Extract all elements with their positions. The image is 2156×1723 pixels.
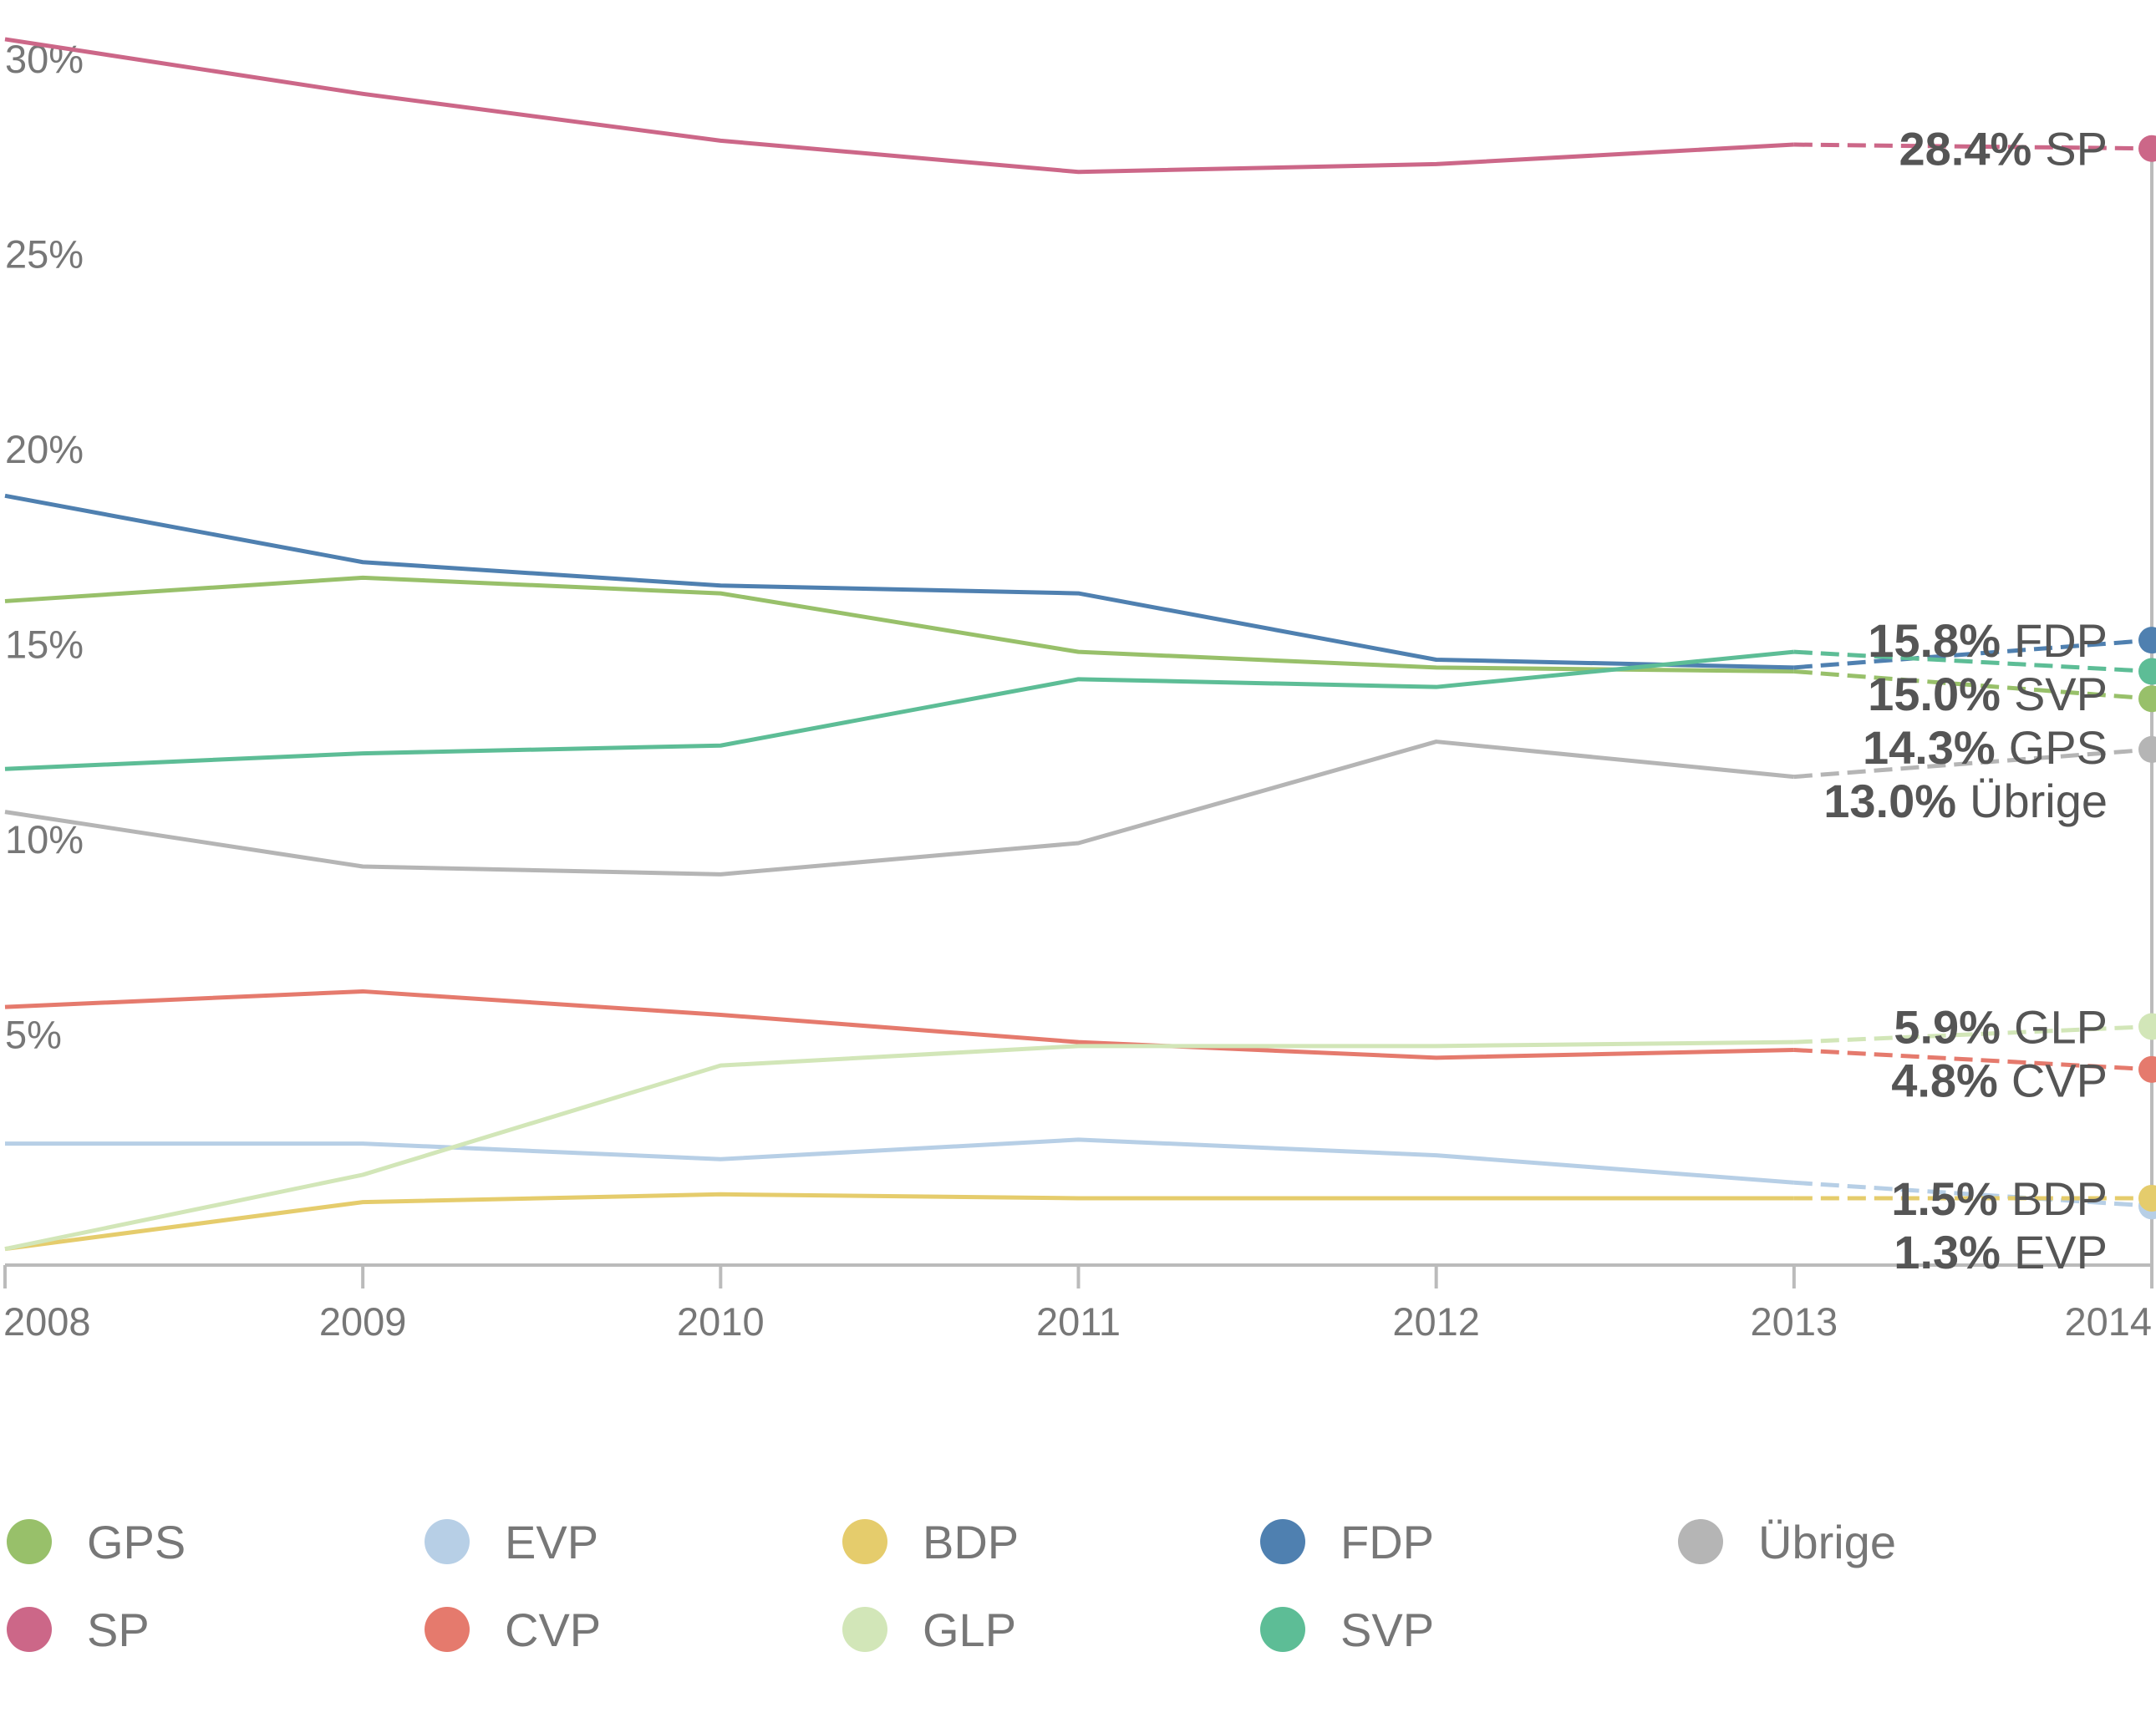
end-label-name: Übrige bbox=[1970, 775, 2108, 827]
y-tick-label: 5% bbox=[5, 1013, 62, 1057]
series-line-projection-sp bbox=[1793, 142, 2153, 151]
end-label-cvp: 4.8% CVP bbox=[1891, 1054, 2108, 1106]
series-line-projection-evp bbox=[1793, 1180, 2153, 1208]
series-line-cvp bbox=[4, 989, 1794, 1060]
legend-label: CVP bbox=[505, 1603, 602, 1656]
series-line-sp bbox=[4, 37, 1794, 175]
legend-label: SP bbox=[87, 1603, 150, 1656]
end-label-glp: 5.9% GLP bbox=[1894, 1000, 2108, 1053]
legend-dot-icon bbox=[7, 1519, 52, 1564]
end-label-name: GPS bbox=[2009, 721, 2108, 774]
end-label-value: 28.4% bbox=[1899, 123, 2032, 175]
end-point-sp bbox=[2138, 135, 2156, 162]
end-label-name: GLP bbox=[2014, 1000, 2108, 1053]
legend-item-cvp[interactable]: CVP bbox=[425, 1596, 601, 1663]
legend-label: EVP bbox=[505, 1515, 599, 1568]
end-label-ubrige: 13.0% Übrige bbox=[1823, 775, 2108, 827]
legend-label: GPS bbox=[87, 1515, 186, 1568]
end-label-value: 15.0% bbox=[1868, 668, 2001, 720]
end-label-name: SP bbox=[2045, 123, 2108, 175]
end-label-value: 15.8% bbox=[1868, 614, 2001, 667]
end-label-value: 5.9% bbox=[1894, 1000, 2001, 1053]
legend-dot-icon bbox=[1260, 1519, 1305, 1564]
end-label-name: FDP bbox=[2014, 614, 2108, 667]
legend-dot-icon bbox=[7, 1607, 52, 1652]
series-line-projection-gps bbox=[1793, 669, 2153, 701]
series-line-projection-svp bbox=[1793, 649, 2153, 673]
legend-item-glp[interactable]: GLP bbox=[842, 1596, 1016, 1663]
series-line-ubrige bbox=[4, 740, 1795, 877]
y-tick-label: 10% bbox=[5, 817, 84, 862]
legend-item-gps[interactable]: GPS bbox=[7, 1508, 186, 1575]
end-label-name: BDP bbox=[2011, 1172, 2108, 1225]
x-tick-label: 2013 bbox=[1751, 1299, 1838, 1344]
legend-dot-icon bbox=[425, 1607, 470, 1652]
end-point-svp bbox=[2138, 658, 2156, 685]
end-label-value: 1.5% bbox=[1891, 1172, 1998, 1225]
legend-item-fdp[interactable]: FDP bbox=[1260, 1508, 1434, 1575]
x-tick-label: 2012 bbox=[1392, 1299, 1480, 1344]
x-tick-label: 2008 bbox=[3, 1299, 91, 1344]
end-point-fdp bbox=[2138, 627, 2156, 654]
end-point-glp bbox=[2138, 1013, 2156, 1040]
series-line-projection-ubrige bbox=[1793, 747, 2153, 780]
x-axis-ticks: 2008 2009 2010 2011 2012 2013 2014 bbox=[3, 1265, 2153, 1344]
end-label-name: CVP bbox=[2011, 1054, 2108, 1106]
series-line-svp bbox=[4, 649, 1795, 771]
legend-dot-icon bbox=[1678, 1519, 1723, 1564]
y-tick-label: 15% bbox=[5, 623, 84, 667]
line-chart: 5%10%15%20%25%30% 2008 2009 2010 2011 2012 20… bbox=[3, 37, 2156, 1344]
series-line-glp bbox=[4, 1039, 1794, 1252]
series-line-projection-cvp bbox=[1793, 1047, 2153, 1072]
legend-dot-icon bbox=[842, 1607, 887, 1652]
legend-dot-icon bbox=[1260, 1607, 1305, 1652]
legend-item-evp[interactable]: EVP bbox=[425, 1508, 598, 1575]
end-label-value: 4.8% bbox=[1891, 1054, 1998, 1106]
end-point-ubrige bbox=[2138, 735, 2156, 763]
series-line-projection-fdp bbox=[1793, 638, 2153, 670]
legend-label: BDP bbox=[923, 1515, 1020, 1568]
legend-label: SVP bbox=[1340, 1603, 1435, 1656]
end-label-svp: 15.0% SVP bbox=[1868, 668, 2108, 720]
legend: GPS EVP BDP FDP Übrige SP CVP GLP SVP bbox=[0, 1504, 2156, 1696]
x-tick-label: 2010 bbox=[677, 1299, 765, 1344]
y-tick-label: 20% bbox=[5, 427, 84, 471]
end-label-name: SVP bbox=[2014, 668, 2108, 720]
legend-item-sp[interactable]: SP bbox=[7, 1596, 150, 1663]
series-line-bdp bbox=[4, 1192, 1794, 1252]
legend-dot-icon bbox=[842, 1519, 887, 1564]
end-point-cvp bbox=[2138, 1055, 2156, 1083]
end-point-bdp bbox=[2138, 1184, 2156, 1212]
series-line-fdp bbox=[4, 493, 1794, 670]
end-label-value: 14.3% bbox=[1863, 721, 1996, 774]
end-label-value: 1.3% bbox=[1894, 1226, 2001, 1278]
end-label-gps: 14.3% GPS bbox=[1863, 721, 2108, 774]
series-line-evp bbox=[5, 1137, 1795, 1185]
legend-item-ubrige[interactable]: Übrige bbox=[1678, 1508, 1896, 1575]
y-tick-label: 25% bbox=[5, 232, 84, 277]
end-label-value: 13.0% bbox=[1823, 775, 1956, 827]
legend-label: FDP bbox=[1340, 1515, 1434, 1568]
legend-item-svp[interactable]: SVP bbox=[1260, 1596, 1434, 1663]
end-label-sp: 28.4% SP bbox=[1899, 123, 2108, 175]
series-lines bbox=[4, 37, 2153, 1252]
x-tick-label: 2009 bbox=[319, 1299, 407, 1344]
end-point-gps bbox=[2138, 685, 2156, 713]
x-tick-label: 2014 bbox=[2064, 1299, 2152, 1344]
legend-label: Übrige bbox=[1758, 1515, 1896, 1568]
end-label-bdp: 1.5% BDP bbox=[1891, 1172, 2108, 1225]
series-line-gps bbox=[4, 575, 1794, 673]
end-label-name: EVP bbox=[2014, 1226, 2108, 1278]
legend-dot-icon bbox=[425, 1519, 470, 1564]
x-tick-label: 2011 bbox=[1036, 1299, 1121, 1344]
end-points bbox=[2138, 135, 2156, 1220]
legend-item-bdp[interactable]: BDP bbox=[842, 1508, 1019, 1575]
y-axis-ticks: 5%10%15%20%25%30% bbox=[5, 37, 84, 1057]
end-label-fdp: 15.8% FDP bbox=[1868, 614, 2108, 667]
legend-label: GLP bbox=[923, 1603, 1017, 1656]
end-label-evp: 1.3% EVP bbox=[1894, 1226, 2108, 1278]
series-line-projection-glp bbox=[1793, 1024, 2153, 1044]
